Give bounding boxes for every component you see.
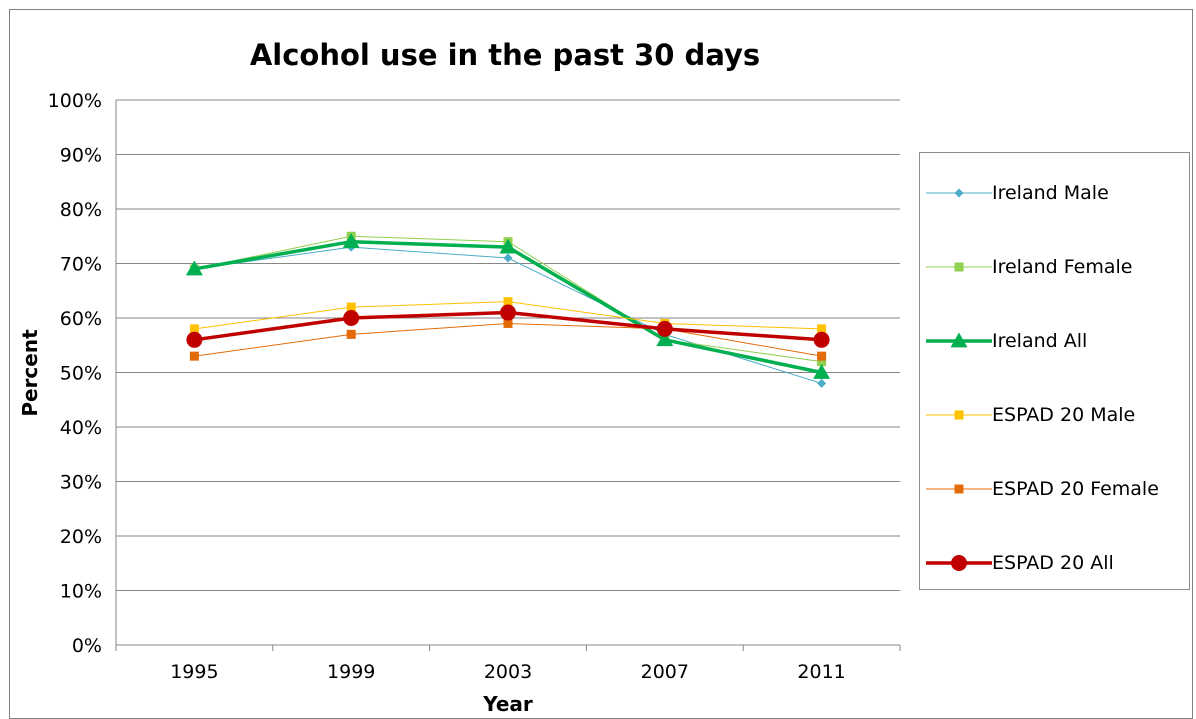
data-point (813, 364, 831, 379)
data-point (656, 320, 673, 337)
y-tick-label: 100% (48, 90, 102, 112)
y-tick-label: 30% (60, 472, 102, 494)
data-point (817, 357, 827, 367)
legend-item: Ireland All (920, 321, 1087, 361)
y-tick-label: 40% (60, 417, 102, 439)
data-point (186, 331, 203, 348)
legend-label: ESPAD 20 Male (992, 404, 1136, 426)
legend: Ireland Male Ireland Female Ireland All ESP… (919, 152, 1190, 590)
data-point (342, 233, 360, 249)
data-point (499, 238, 517, 254)
legend-swatch (926, 484, 992, 494)
x-axis-label: Year (482, 692, 533, 715)
legend-marker (954, 410, 964, 420)
series-espad-20-all (186, 304, 830, 348)
y-tick-label: 0% (72, 635, 102, 657)
chart-title: Alcohol use in the past 30 days (249, 38, 761, 72)
x-tick-label: 2011 (797, 661, 845, 683)
x-tick-label: 1995 (170, 661, 218, 683)
data-point (346, 329, 356, 339)
y-tick-label: 20% (60, 526, 102, 548)
legend-marker (954, 188, 964, 198)
data-point (185, 260, 203, 276)
data-point (813, 331, 830, 348)
legend-swatch (926, 262, 992, 272)
data-point (500, 304, 516, 321)
data-point (503, 297, 513, 307)
legend-swatch (926, 188, 992, 198)
x-tick-label: 2007 (641, 661, 689, 683)
y-tick-label: 80% (60, 199, 102, 221)
gridlines (116, 99, 900, 591)
legend-label: Ireland All (992, 330, 1088, 352)
legend-label: ESPAD 20 All (992, 552, 1114, 574)
data-point (346, 302, 356, 312)
x-tick-label: 2003 (484, 661, 532, 683)
legend-item: ESPAD 20 Female (920, 469, 1159, 509)
legend-item: Ireland Male (920, 173, 1109, 213)
legend-label: ESPAD 20 Female (992, 478, 1159, 500)
legend-label: Ireland Female (992, 256, 1133, 278)
y-tick-label: 60% (60, 308, 102, 330)
legend-swatch (926, 410, 992, 420)
y-tick-label: 50% (60, 363, 102, 385)
y-axis-label: Percent (18, 329, 42, 417)
y-tick-label: 10% (60, 581, 102, 603)
data-point (817, 378, 827, 388)
data-point (343, 310, 360, 326)
y-tick-label: 90% (60, 145, 102, 167)
legend-marker (951, 555, 967, 571)
legend-swatch (926, 555, 992, 571)
legend-marker (954, 262, 964, 272)
data-point (503, 318, 513, 328)
legend-item: ESPAD 20 Male (920, 395, 1135, 435)
data-point (189, 324, 199, 334)
legend-swatch (926, 332, 992, 348)
data-point (817, 351, 827, 361)
x-tick-label: 1999 (327, 661, 375, 683)
axes: 0% 10% 20% 30% 40% 50% 60% 70% 80% 90% 100% 1995 199… (48, 90, 901, 683)
data-point (503, 253, 513, 263)
legend-label: Ireland Male (992, 182, 1109, 204)
legend-marker (950, 332, 968, 348)
legend-item: Ireland Female (920, 247, 1132, 287)
series-ireland-all (185, 233, 831, 379)
legend-marker (954, 484, 964, 494)
data-point (817, 324, 827, 334)
series-lines (185, 231, 831, 388)
data-point (656, 331, 674, 347)
legend-item: ESPAD 20 All (920, 543, 1114, 583)
y-tick-label: 70% (60, 254, 102, 276)
data-point (189, 351, 199, 361)
